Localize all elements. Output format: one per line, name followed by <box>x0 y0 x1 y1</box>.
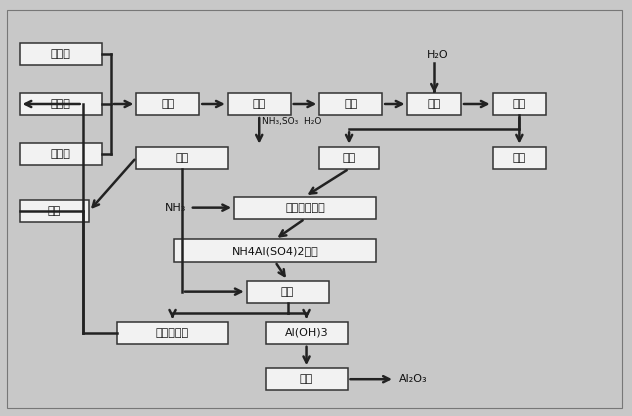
Text: 滤渣: 滤渣 <box>513 153 526 163</box>
FancyBboxPatch shape <box>20 93 102 115</box>
FancyBboxPatch shape <box>137 146 228 168</box>
FancyBboxPatch shape <box>319 146 379 168</box>
Text: NH₃,SO₃  H₂O: NH₃,SO₃ H₂O <box>262 117 322 126</box>
Text: NH₃: NH₃ <box>166 203 186 213</box>
FancyBboxPatch shape <box>492 93 546 115</box>
FancyBboxPatch shape <box>265 368 348 390</box>
FancyBboxPatch shape <box>246 280 329 303</box>
Text: 联合法除杂质: 联合法除杂质 <box>285 203 325 213</box>
Text: 结晶: 结晶 <box>47 206 61 216</box>
Text: NH4Al(SO4)2精液: NH4Al(SO4)2精液 <box>232 245 319 255</box>
FancyBboxPatch shape <box>234 197 376 219</box>
Text: 造粒: 造粒 <box>161 99 174 109</box>
Text: 焙烧: 焙烧 <box>253 99 266 109</box>
Text: 支撑剂: 支撑剂 <box>51 49 71 59</box>
FancyBboxPatch shape <box>319 93 382 115</box>
FancyBboxPatch shape <box>20 200 89 222</box>
FancyBboxPatch shape <box>137 93 199 115</box>
FancyBboxPatch shape <box>408 93 461 115</box>
FancyBboxPatch shape <box>174 240 376 262</box>
FancyBboxPatch shape <box>492 146 546 168</box>
Text: 硫酸铵溶液: 硫酸铵溶液 <box>156 328 189 338</box>
Text: 溶出: 溶出 <box>428 99 441 109</box>
FancyBboxPatch shape <box>118 322 228 344</box>
Text: 氨沉: 氨沉 <box>281 287 295 297</box>
FancyBboxPatch shape <box>20 143 102 165</box>
Text: 滤液: 滤液 <box>343 153 356 163</box>
Text: Al₂O₃: Al₂O₃ <box>399 374 428 384</box>
FancyBboxPatch shape <box>20 43 102 65</box>
Text: H₂O: H₂O <box>427 50 448 59</box>
FancyBboxPatch shape <box>228 93 291 115</box>
FancyBboxPatch shape <box>265 322 348 344</box>
Text: 煅烧: 煅烧 <box>300 374 313 384</box>
Text: 粉煤灰: 粉煤灰 <box>51 149 71 159</box>
Text: Al(OH)3: Al(OH)3 <box>285 328 329 338</box>
Text: 过滤: 过滤 <box>513 99 526 109</box>
Text: 硫酸铵: 硫酸铵 <box>51 99 71 109</box>
Text: 熟料: 熟料 <box>344 99 357 109</box>
Text: 吸收: 吸收 <box>175 153 188 163</box>
